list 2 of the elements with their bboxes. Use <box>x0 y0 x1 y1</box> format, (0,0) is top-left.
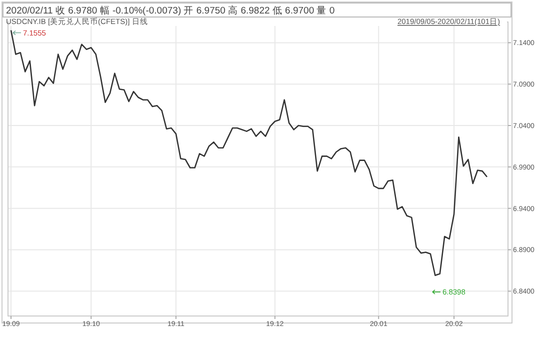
line-series <box>10 30 488 276</box>
chart-title: 2020/02/11 收 6.9780 幅 -0.10%(-0.0073) 开 6.9750 高 6.9822 低 6.9700 量 0 <box>6 4 335 16</box>
